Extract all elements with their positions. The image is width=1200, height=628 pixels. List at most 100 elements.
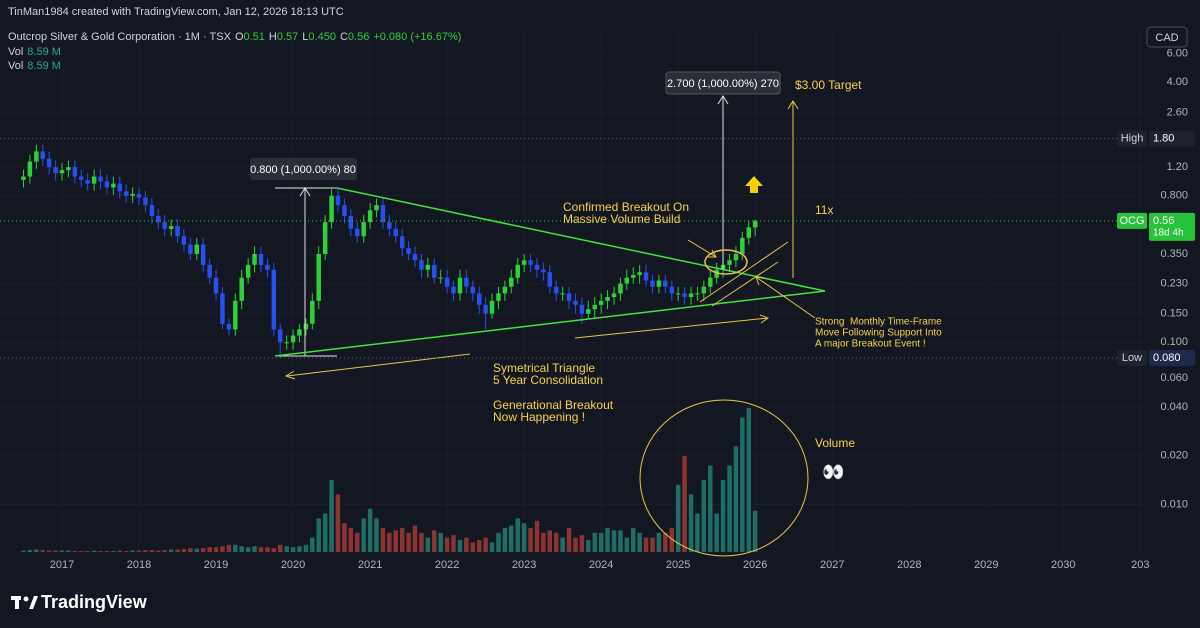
axes: 2017 2018 2019 2020 2021 2022 2023 2024 2025 2026…	[0, 48, 1195, 571]
ohlc-item: O0.51	[235, 31, 265, 43]
candle-body	[354, 228, 360, 237]
price-tag	[1117, 212, 1147, 229]
candle-body	[476, 293, 482, 305]
candle-body	[59, 170, 65, 174]
volume-bar	[438, 532, 443, 552]
candle-layer	[21, 144, 758, 358]
volume-bar	[560, 537, 565, 552]
triangle-line	[274, 290, 826, 357]
candle-body	[175, 226, 180, 237]
volume-bar	[714, 513, 719, 552]
credit-line: TinMan1984 created with TradingView.com,…	[8, 6, 344, 18]
logo-shape	[29, 596, 38, 609]
x-tick-label: 2020	[281, 559, 305, 571]
x-tick-label: 2027	[820, 559, 844, 571]
candle-body	[752, 220, 758, 228]
logo	[11, 596, 38, 609]
candle-body	[104, 181, 110, 188]
price-box	[1149, 212, 1195, 241]
volume-bar	[27, 550, 33, 552]
y-tick-label: 0.010	[1160, 498, 1188, 510]
volume-bar	[740, 417, 745, 552]
candle-body	[643, 272, 649, 281]
volume-bar	[656, 532, 662, 552]
volume-bar	[40, 550, 45, 552]
ohlc-item: C0.56	[340, 31, 369, 43]
candle-body	[695, 293, 700, 295]
candle-body	[509, 277, 514, 287]
volume-bar	[528, 528, 533, 552]
candle-body	[316, 253, 321, 301]
span-arrow	[286, 353, 471, 377]
candle-body	[740, 237, 745, 254]
channel-line	[711, 261, 779, 307]
change: +0.080 (+16.67%)	[373, 31, 462, 43]
logo-shape	[23, 596, 29, 602]
volume-bar	[335, 494, 341, 552]
volume-bar	[322, 513, 328, 552]
volume-key: Vol	[8, 60, 24, 72]
volume-bar	[207, 547, 212, 552]
triangle-line	[336, 187, 826, 292]
volume-row: Vol 8.59 M	[8, 46, 61, 58]
candle-body	[566, 293, 572, 301]
volume-bar	[348, 528, 354, 552]
annotation: Volume	[815, 436, 855, 450]
volume-bar	[329, 480, 334, 552]
candle-body	[682, 293, 687, 298]
candle-body	[631, 274, 636, 278]
volume-bar	[374, 518, 379, 552]
annotation: Move Following Support Into	[815, 328, 942, 339]
ohlc-key: H	[268, 31, 277, 43]
volume-bar	[252, 546, 257, 552]
x-tick-label: 2019	[204, 559, 228, 571]
x-tick-label: 2018	[127, 559, 151, 571]
currency-button[interactable]	[1146, 26, 1188, 48]
candle-body	[464, 277, 469, 287]
credit: TinMan1984 created with TradingView.com,…	[8, 6, 344, 18]
volume-bar	[117, 550, 123, 552]
candle-body	[117, 183, 123, 192]
volume-bar	[669, 528, 675, 552]
candle-body	[560, 293, 565, 295]
candle-body	[534, 264, 540, 270]
annotation: Generational Breakout	[493, 398, 614, 412]
candle-body	[708, 277, 713, 287]
volume-bar	[303, 544, 309, 552]
candle-body	[502, 286, 508, 294]
volume-bar	[200, 548, 206, 552]
volume-bar	[354, 532, 360, 552]
currency[interactable]: CAD	[1155, 32, 1178, 44]
volume-bar	[239, 546, 244, 552]
candle-body	[297, 329, 302, 336]
candle-body	[329, 195, 334, 223]
volume-bar	[34, 549, 39, 552]
ohlc-value: 0.450	[308, 31, 336, 43]
volume-bar	[746, 408, 752, 552]
volume-bar	[387, 532, 392, 552]
candle-body	[98, 176, 103, 182]
x-tick-label: 2023	[512, 559, 536, 571]
candle-body	[489, 300, 495, 314]
volume-bar	[136, 550, 142, 552]
volume-bar	[476, 540, 482, 552]
candle-body	[213, 277, 219, 294]
candle-body	[335, 195, 341, 206]
candle-body	[521, 260, 527, 265]
candle-body	[367, 210, 373, 223]
candle-body	[496, 293, 501, 301]
volume-bar	[650, 537, 655, 552]
volume-bar	[213, 547, 219, 552]
arrow-head	[787, 100, 799, 110]
volume-bar	[98, 551, 103, 552]
candle-body	[149, 205, 155, 216]
candle-body	[290, 335, 296, 343]
volume-bar	[496, 532, 501, 552]
volume-bar	[521, 523, 527, 552]
candle-body	[733, 253, 739, 261]
volume-bar	[245, 547, 251, 552]
candle-body	[258, 253, 264, 265]
y-tick-label: 0.350	[1160, 248, 1188, 260]
